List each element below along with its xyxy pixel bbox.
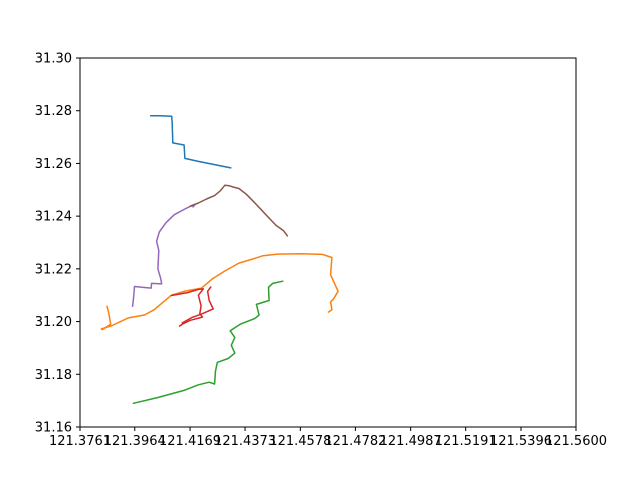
series-line-4: [132, 280, 284, 405]
x-tick-label: 121.5600: [545, 434, 607, 449]
y-tick-label: 31.16: [35, 421, 72, 436]
plot-frame: [79, 57, 577, 428]
y-tick-label: 31.24: [35, 210, 72, 225]
y-tick-label: 31.28: [35, 104, 72, 119]
series-line-5: [170, 288, 205, 327]
x-tick-label: 121.4169: [159, 434, 221, 449]
x-tick-label: 121.3761: [49, 434, 111, 449]
y-axis: 31.16 31.18 31.20 31.22 31.24 31.26 31.28 31.30: [35, 52, 80, 436]
x-tick-label: 121.4987: [380, 434, 442, 449]
plot-lines: [100, 114, 339, 405]
series-line-7: [131, 203, 196, 308]
series-line-6: [181, 286, 214, 324]
x-tick-label: 121.4782: [324, 434, 386, 449]
series-line-3: [101, 305, 112, 331]
series-line-2: [100, 253, 339, 330]
y-tick-label: 31.18: [35, 368, 72, 383]
x-tick-label: 121.3964: [104, 434, 166, 449]
y-tick-label: 31.20: [35, 315, 72, 330]
y-tick-label: 31.22: [35, 262, 72, 277]
x-tick-label: 121.5396: [490, 434, 552, 449]
x-tick-label: 121.4373: [214, 434, 276, 449]
y-tick-label: 31.26: [35, 157, 72, 172]
x-tick-label: 121.5191: [435, 434, 497, 449]
y-tick-label: 31.30: [35, 52, 72, 67]
x-axis: 121.3761121.3964121.4169121.4373121.4578…: [49, 427, 607, 449]
x-tick-label: 121.4578: [269, 434, 331, 449]
series-line-8: [189, 184, 289, 237]
series-line-1: [149, 114, 232, 169]
